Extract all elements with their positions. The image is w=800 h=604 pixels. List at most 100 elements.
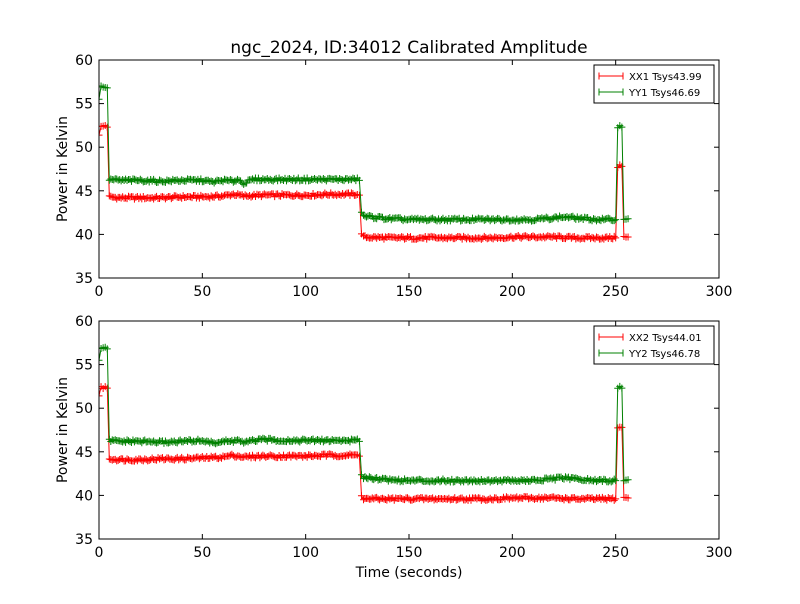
- data-point: [322, 190, 330, 198]
- data-point: [141, 195, 149, 203]
- data-point: [284, 190, 292, 198]
- data-point: [473, 495, 481, 503]
- data-point: [454, 215, 462, 223]
- data-point: [266, 451, 274, 459]
- data-point: [594, 233, 602, 241]
- data-point: [218, 177, 226, 185]
- data-point: [263, 175, 271, 183]
- data-point: [618, 162, 626, 170]
- data-point: [458, 476, 466, 484]
- data-point: [624, 215, 632, 223]
- data-point: [387, 216, 395, 224]
- data-point: [445, 494, 453, 502]
- data-point: [268, 176, 276, 184]
- data-point: [299, 193, 307, 201]
- data-point: [470, 476, 478, 484]
- data-point: [547, 215, 555, 223]
- data-point: [212, 191, 220, 199]
- data-point: [624, 476, 632, 484]
- data-point: [612, 234, 620, 242]
- data-point: [312, 451, 320, 459]
- data-point: [399, 217, 407, 225]
- data-point: [268, 436, 276, 444]
- data-point: [209, 454, 217, 462]
- data-point: [357, 492, 365, 500]
- legend: XX1 Tsys43.99 YY1 Tsys46.69: [593, 64, 715, 104]
- x-tick-label: 200: [499, 284, 526, 300]
- data-point: [483, 235, 491, 243]
- data-point: [505, 476, 513, 484]
- data-point: [157, 454, 165, 462]
- data-point: [200, 178, 208, 186]
- data-point: [305, 192, 313, 200]
- data-point: [99, 131, 103, 139]
- data-point: [194, 453, 202, 461]
- data-point: [138, 456, 146, 464]
- data-point: [219, 192, 227, 200]
- data-point: [284, 436, 292, 444]
- data-point: [330, 175, 338, 183]
- data-point: [401, 475, 409, 483]
- data-point: [321, 176, 329, 184]
- data-point: [594, 477, 602, 485]
- data-point: [321, 437, 329, 445]
- data-point: [473, 235, 481, 243]
- data-point: [567, 234, 575, 242]
- data-point: [222, 436, 230, 444]
- data-point: [505, 495, 513, 503]
- data-point: [463, 495, 471, 503]
- data-point: [423, 217, 431, 225]
- data-point: [156, 455, 164, 463]
- data-point: [178, 176, 186, 184]
- data-point: [570, 494, 578, 502]
- x-tick-label: 0: [95, 545, 104, 561]
- data-point: [591, 496, 599, 504]
- data-point: [510, 234, 518, 242]
- data-point: [347, 176, 355, 184]
- data-point: [197, 191, 205, 199]
- data-point: [302, 452, 310, 460]
- data-point: [176, 193, 184, 201]
- subplot-1: 0 50 100 150 200 250 300 35 40 45 50 55 60 Power in K…: [55, 53, 732, 300]
- data-point: [125, 437, 133, 445]
- data-point: [557, 233, 565, 241]
- data-point: [548, 233, 556, 241]
- y-tick-label: 40: [75, 488, 93, 504]
- data-point: [130, 175, 138, 183]
- data-point: [600, 216, 608, 224]
- data-point: [123, 455, 131, 463]
- data-point: [612, 477, 620, 485]
- chart-title: ngc_2024, ID:34012 Calibrated Amplitude: [230, 38, 587, 58]
- data-point: [235, 452, 243, 460]
- data-point: [107, 438, 115, 446]
- data-point: [398, 495, 406, 503]
- series-yy1: [99, 82, 632, 225]
- data-point: [427, 215, 435, 223]
- data-point: [594, 494, 602, 502]
- data-point: [432, 216, 440, 224]
- data-point: [498, 217, 506, 225]
- data-point: [544, 214, 552, 222]
- data-point: [352, 436, 360, 444]
- data-point: [197, 454, 205, 462]
- x-tick-label: 300: [706, 284, 733, 300]
- data-point: [482, 216, 490, 224]
- data-point: [590, 234, 598, 242]
- x-tick-label: 250: [602, 545, 629, 561]
- data-point: [514, 495, 522, 503]
- data-point: [482, 478, 490, 485]
- data-point: [525, 495, 533, 503]
- data-point: [240, 180, 248, 188]
- data-point: [376, 496, 384, 504]
- data-point: [243, 437, 251, 445]
- data-point: [610, 475, 618, 483]
- data-point: [116, 456, 124, 464]
- data-point: [364, 233, 372, 241]
- data-point: [336, 191, 344, 199]
- data-point: [243, 192, 251, 200]
- data-point: [116, 193, 124, 201]
- data-point: [424, 495, 432, 503]
- y-axis-label: Power in Kelvin: [55, 116, 71, 222]
- data-point: [455, 495, 463, 503]
